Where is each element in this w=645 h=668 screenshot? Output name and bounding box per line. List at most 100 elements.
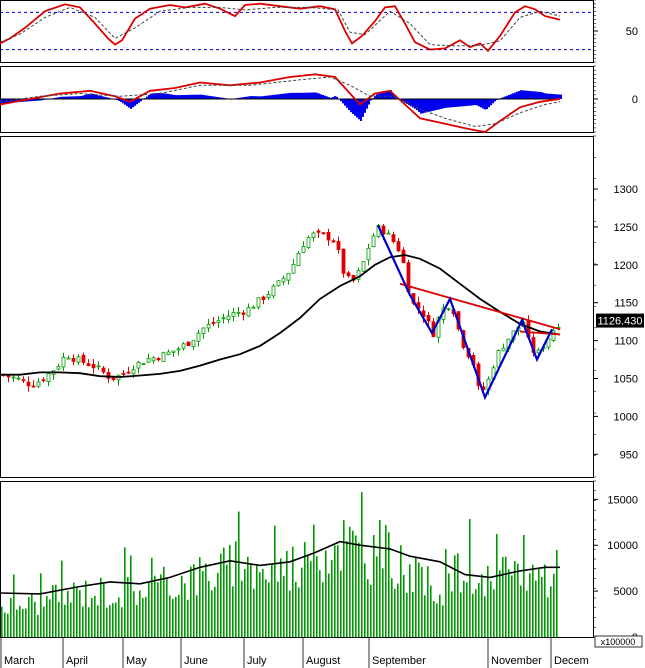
macd-histogram-bar [318,93,320,99]
volume-bar [475,589,477,637]
volume-bar [520,585,522,637]
volume-bar [337,545,339,637]
candle-body [26,381,31,387]
volume-bar [103,583,105,637]
macd-histogram-bar [28,99,30,102]
candle-body [446,308,451,311]
volume-bar [235,541,237,637]
macd-histogram-bar [424,99,426,113]
volume-bar [469,519,471,637]
macd-histogram-bar [94,94,96,99]
macd-histogram-bar [12,99,14,103]
candle-body [311,232,316,239]
macd-histogram-bar [290,92,292,99]
volume-bar [406,593,408,637]
macd-histogram-bar [118,99,120,101]
candle-body [191,340,196,347]
volume-tick-label: 10000 [607,540,638,552]
macd-histogram-bar [434,99,436,111]
volume-bar [196,595,198,637]
macd-histogram-bar [406,99,408,104]
volume-bar [202,571,204,637]
volume-bar [349,526,351,637]
volume-bar [430,585,432,637]
volume-bar [445,549,447,637]
volume-bar [313,524,315,637]
macd-histogram-bar [182,94,184,99]
macd-histogram-bar [116,99,118,101]
volume-bar [268,582,270,637]
candle-body [21,379,26,382]
volume-bar [169,595,171,637]
macd-histogram-bar [178,95,180,99]
macd-histogram-bar [250,96,252,99]
macd-histogram-bar [472,99,474,106]
macd-histogram-bar [336,96,338,99]
macd-histogram-bar [392,93,394,99]
month-label: April [66,655,88,667]
macd-histogram-bar [124,99,126,105]
volume-bar [493,589,495,637]
macd-histogram-bar [468,99,470,106]
candle-body [221,317,226,320]
macd-histogram-bar [192,94,194,99]
volume-bar [175,596,177,637]
volume-bar [4,612,6,637]
volume-bar [127,576,129,637]
candle-body [56,366,61,370]
macd-histogram-bar [214,96,216,99]
volume-bar [91,597,93,637]
volume-bar [208,581,210,637]
macd-histogram-bar [344,99,346,106]
volume-bar [154,575,156,637]
volume-bar [214,586,216,637]
volume-bar [223,547,225,637]
candle-body [16,377,21,380]
macd-histogram-bar [546,93,548,99]
candle-body [81,354,86,363]
candle-body [136,361,141,369]
macd-histogram-bar [558,94,560,99]
volume-bar [316,556,318,637]
volume-bar [163,566,165,637]
volume-bar [34,601,36,637]
volume-bar [184,583,186,637]
volume-bar [523,534,525,637]
resistance-line [399,282,561,331]
volume-bar [205,563,207,637]
macd-histogram-bar [196,94,198,99]
macd-histogram-bar [212,96,214,99]
macd-histogram-bar [522,90,524,99]
candle-body [76,356,81,363]
macd-histogram-bar [504,96,506,99]
macd-histogram-bar [540,91,542,99]
volume-bar [100,577,102,637]
macd-histogram-bar [210,96,212,99]
volume-bar [157,582,159,637]
volume-bar [355,535,357,637]
volume-bar [286,550,288,637]
macd-histogram-bar [370,99,372,101]
volume-bar [253,588,255,637]
macd-histogram-bar [72,96,74,99]
macd-histogram-bar [452,99,454,108]
candle-body [211,321,216,324]
volume-bar [400,545,402,637]
macd-histogram-bar [356,99,358,118]
macd-histogram-bar [246,96,248,99]
candle-body [151,357,156,362]
macd-histogram-bar [480,99,482,108]
volume-bar [52,585,54,637]
macd-histogram-bar [84,95,86,99]
volume-bar [487,565,489,637]
volume-bar [85,580,87,637]
macd-histogram-bar [314,92,316,99]
macd-histogram-bar [34,99,36,101]
macd-histogram-bar [98,95,100,99]
macd-histogram-bar [172,94,174,99]
candle-body [356,270,361,280]
macd-histogram-bar [152,93,154,99]
candle-body [141,363,146,365]
candle-body [366,247,371,261]
